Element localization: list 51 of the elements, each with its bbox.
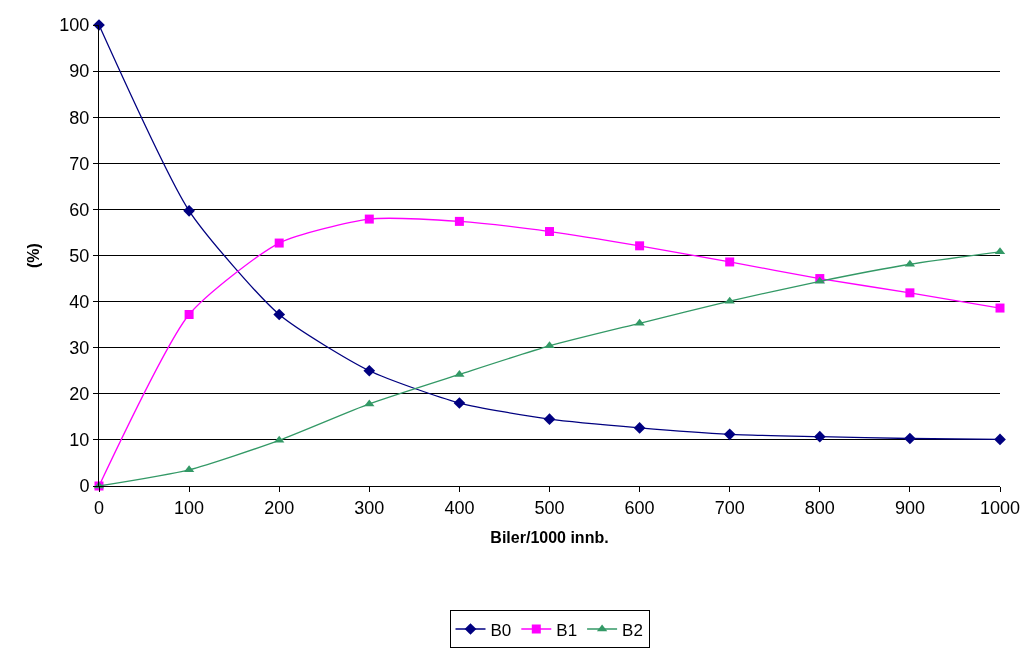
point bbox=[363, 364, 376, 377]
x-tick-label: 1000 bbox=[979, 497, 1021, 518]
y-tick-label: 100 bbox=[59, 15, 90, 36]
point bbox=[995, 303, 1005, 313]
point bbox=[273, 308, 286, 321]
point bbox=[725, 257, 735, 267]
point bbox=[364, 399, 375, 407]
point bbox=[274, 435, 285, 443]
x-tick-label: 500 bbox=[534, 497, 565, 518]
x-tick-label: 400 bbox=[444, 497, 475, 518]
point bbox=[453, 397, 466, 409]
point bbox=[633, 422, 646, 434]
legend-label: B0 bbox=[490, 620, 512, 640]
y-axis-title: (%) bbox=[25, 243, 43, 268]
y-tick-label: 70 bbox=[69, 153, 90, 174]
legend-label: B2 bbox=[622, 620, 643, 640]
point bbox=[813, 430, 826, 443]
y-tick-label: 60 bbox=[69, 199, 90, 220]
y-tick-label: 50 bbox=[69, 245, 90, 266]
y-tick-label: 40 bbox=[69, 291, 90, 312]
x-tick-label: 800 bbox=[804, 497, 835, 518]
y-tick-label: 30 bbox=[69, 338, 90, 358]
point bbox=[994, 433, 1006, 446]
x-axis-title: Biler/1000 innb. bbox=[490, 529, 609, 547]
x-tick-label: 200 bbox=[264, 497, 295, 518]
point bbox=[364, 214, 374, 224]
y-tick-label: 90 bbox=[69, 61, 90, 82]
x-tick-label: 300 bbox=[354, 497, 385, 518]
y-tick-label: 20 bbox=[69, 384, 90, 405]
point bbox=[184, 310, 194, 320]
x-tick-label: 900 bbox=[894, 497, 925, 518]
point bbox=[635, 241, 645, 251]
x-tick-label: 0 bbox=[93, 497, 105, 518]
point bbox=[905, 288, 915, 298]
legend-label: B1 bbox=[556, 620, 578, 640]
point bbox=[274, 238, 284, 248]
y-tick-label: 10 bbox=[69, 430, 90, 451]
y-tick-label: 0 bbox=[79, 476, 90, 497]
point bbox=[545, 227, 554, 237]
point bbox=[723, 428, 736, 441]
x-tick-label: 100 bbox=[174, 497, 205, 518]
point bbox=[544, 341, 555, 349]
y-tick-label: 80 bbox=[69, 107, 90, 128]
point bbox=[454, 369, 465, 377]
point bbox=[454, 216, 464, 226]
x-tick-label: 700 bbox=[714, 497, 745, 518]
point bbox=[543, 413, 556, 426]
x-tick-label: 600 bbox=[624, 497, 655, 518]
point bbox=[634, 318, 645, 326]
point bbox=[904, 432, 916, 445]
point bbox=[183, 204, 195, 217]
